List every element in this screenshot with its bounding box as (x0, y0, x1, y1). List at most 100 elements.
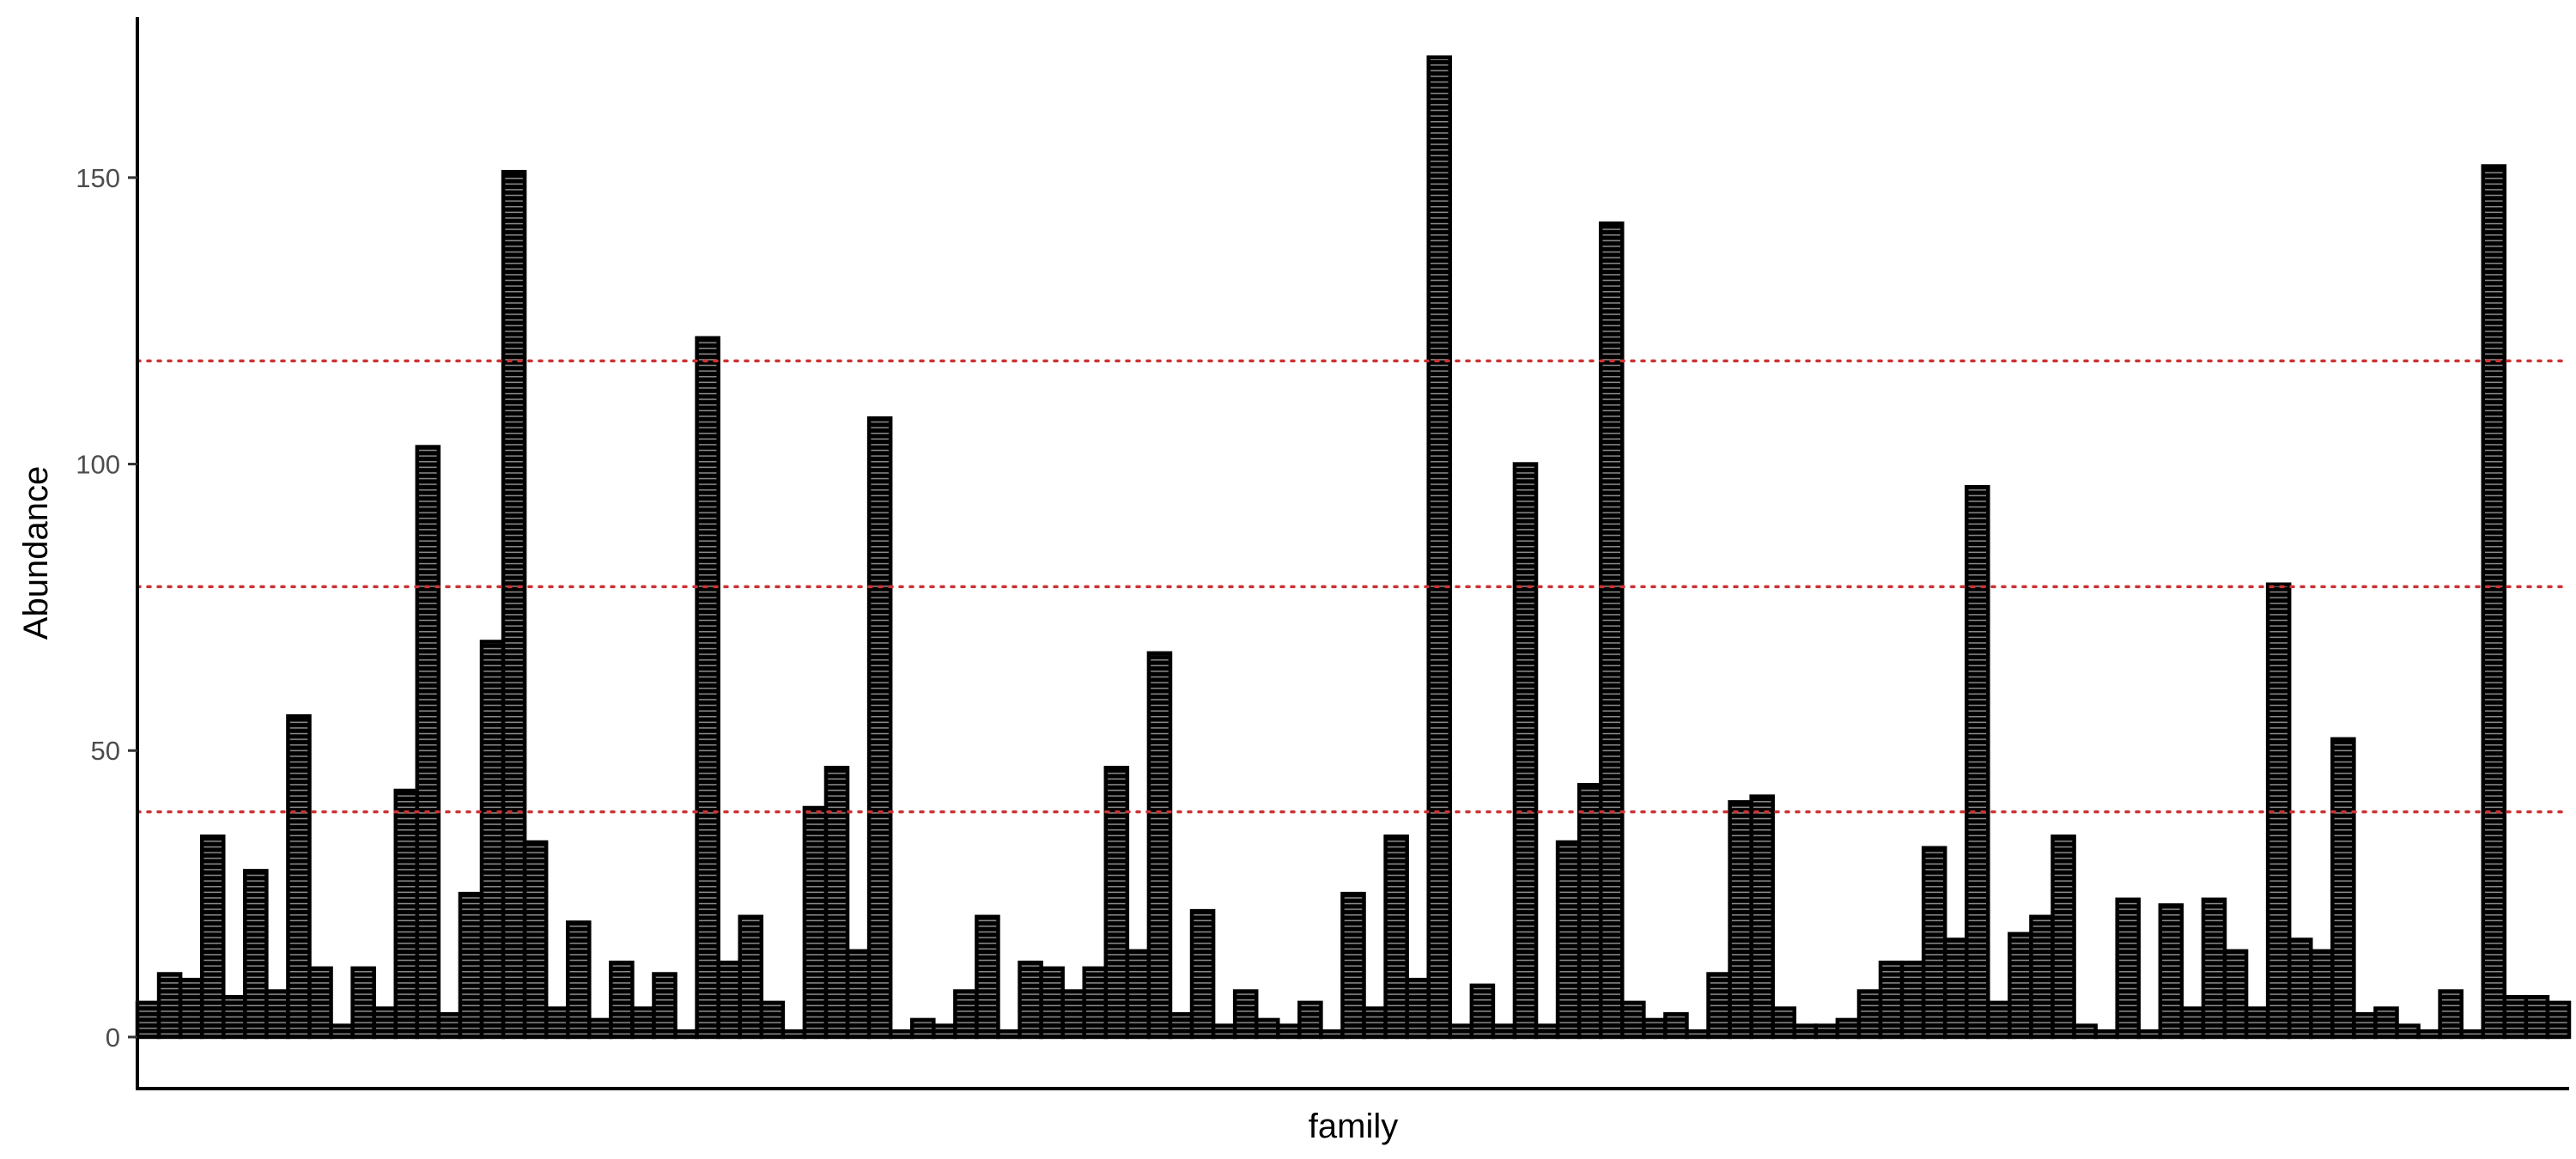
bar (1211, 1023, 1237, 1040)
bar (1383, 834, 1409, 1040)
bar (1986, 1000, 2012, 1040)
bar (1448, 1023, 1474, 1040)
bar (759, 1000, 786, 1040)
bar (2201, 897, 2227, 1040)
bar (458, 891, 484, 1040)
bar (2545, 1000, 2572, 1040)
bar (2352, 1011, 2378, 1040)
bar (2309, 949, 2335, 1040)
y-tick-label: 50 (91, 736, 120, 766)
bar (1835, 1017, 1862, 1040)
bar (1728, 800, 1753, 1040)
bar (479, 640, 506, 1040)
bar (1039, 966, 1065, 1040)
bar (1168, 1011, 1194, 1040)
bar (1685, 1029, 1710, 1040)
bar (1469, 983, 1496, 1040)
bar (738, 914, 764, 1040)
axes-group (136, 17, 2569, 1090)
bar (2459, 1029, 2486, 1040)
bar (1771, 1006, 1797, 1040)
bars-group (135, 55, 2572, 1040)
bar (436, 1011, 463, 1040)
y-axis-title: Abundance (17, 466, 55, 640)
bar (522, 840, 549, 1040)
bar (2438, 989, 2464, 1040)
bar (1814, 1023, 1840, 1040)
bar (2395, 1023, 2421, 1040)
bar (975, 914, 1000, 1040)
bar (501, 169, 527, 1040)
bar (2416, 1029, 2442, 1040)
bar (673, 1029, 699, 1040)
bar (1792, 1023, 1819, 1040)
bar (609, 960, 635, 1040)
bar (1276, 1023, 1302, 1040)
bar (2179, 1006, 2206, 1040)
bar (1060, 989, 1086, 1040)
bar (1297, 1000, 1323, 1040)
bar (996, 1029, 1022, 1040)
bar (565, 920, 592, 1040)
bar (1749, 794, 1775, 1040)
bar (953, 989, 979, 1040)
bar (652, 972, 677, 1040)
bar (1103, 766, 1130, 1040)
bar (544, 1006, 570, 1040)
bar (1965, 485, 1990, 1040)
bar (2524, 994, 2550, 1040)
bar (888, 1029, 914, 1040)
bar (932, 1023, 957, 1040)
bar (1491, 1023, 1517, 1040)
bar (286, 713, 312, 1040)
bar (1642, 1017, 1668, 1040)
bar (823, 766, 850, 1040)
bar (2222, 949, 2249, 1040)
bar (1254, 1017, 1280, 1040)
bar (135, 1000, 161, 1040)
bar (1663, 1011, 1689, 1040)
bar (1534, 1023, 1560, 1040)
bar (415, 445, 441, 1040)
bar (264, 989, 290, 1040)
y-tick-label: 0 (106, 1022, 120, 1053)
bar (1620, 1000, 1646, 1040)
bar (695, 336, 720, 1040)
bar (1362, 1006, 1388, 1040)
bar (156, 972, 183, 1040)
bar (1706, 972, 1732, 1040)
bar (329, 1023, 355, 1040)
bar (1878, 960, 1905, 1040)
bar (2008, 931, 2033, 1040)
bar (2158, 903, 2184, 1040)
y-tick-label: 150 (76, 163, 120, 193)
bar (1189, 908, 1216, 1040)
bar (2136, 1029, 2163, 1040)
bar (178, 977, 204, 1040)
bar (1146, 651, 1173, 1040)
bar (1426, 55, 1453, 1040)
bar (909, 1017, 936, 1040)
bar (2115, 897, 2142, 1040)
bar (1018, 960, 1043, 1040)
bar (307, 966, 333, 1040)
bar (630, 1006, 656, 1040)
reference-lines-group (136, 359, 2571, 814)
bar (1899, 960, 1926, 1040)
bar (1921, 846, 1947, 1040)
bar (1856, 989, 1883, 1040)
bar (2287, 938, 2313, 1040)
bar (2481, 164, 2507, 1040)
bar (1512, 462, 1539, 1040)
bar (2029, 914, 2055, 1040)
bar (1082, 966, 1109, 1040)
bar (2244, 1006, 2270, 1040)
y-axis-ticks-group: 0 50 100 150 (76, 163, 137, 1053)
bar (845, 949, 872, 1040)
bar (1405, 977, 1431, 1040)
bar (372, 1006, 398, 1040)
bar (587, 1017, 613, 1040)
y-tick-label: 100 (76, 450, 120, 480)
x-axis-title: family (1309, 1107, 1398, 1145)
